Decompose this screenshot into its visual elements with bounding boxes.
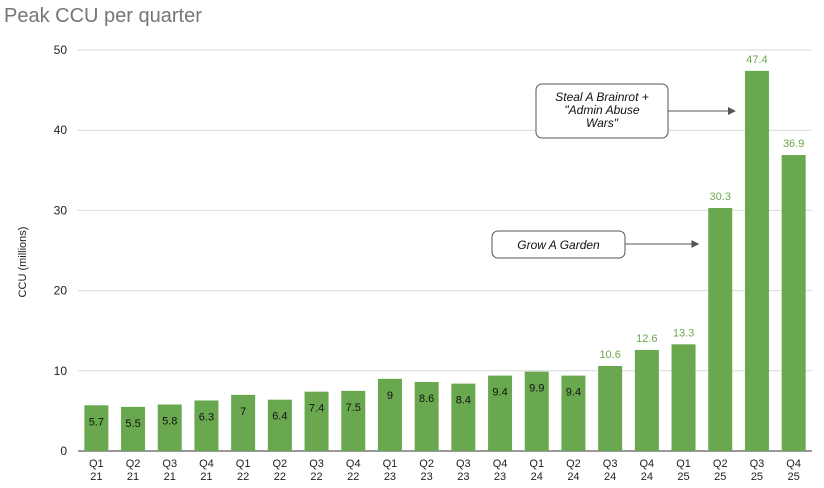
- bar: [194, 400, 219, 451]
- x-tick-label: Q2: [126, 458, 141, 470]
- x-tick-label: 24: [641, 471, 653, 483]
- data-label: 6.3: [199, 411, 214, 423]
- x-tick-label: 21: [164, 471, 176, 483]
- x-tick-label: 23: [457, 471, 469, 483]
- bar: [157, 404, 182, 451]
- bar: [84, 405, 109, 451]
- data-label: 30.3: [710, 191, 731, 203]
- bar: [231, 394, 256, 451]
- x-tick-label: 24: [531, 471, 543, 483]
- data-label: 36.9: [783, 138, 804, 150]
- x-tick-label: Q3: [309, 458, 324, 470]
- bar: [781, 155, 806, 451]
- data-label: 5.8: [162, 415, 177, 427]
- x-tick-label: Q3: [603, 458, 618, 470]
- x-tick-label: 23: [494, 471, 506, 483]
- x-tick-label: 25: [751, 471, 763, 483]
- x-tick-label: Q1: [383, 458, 398, 470]
- x-tick-label: 22: [347, 471, 359, 483]
- x-tick-label: 21: [200, 471, 212, 483]
- x-tick-label: 25: [788, 471, 800, 483]
- annotation-text: Grow A Garden: [517, 238, 600, 252]
- x-tick-label: Q3: [162, 458, 177, 470]
- x-tick-label: Q3: [750, 458, 765, 470]
- bar: [377, 378, 402, 451]
- x-tick-label: 23: [421, 471, 433, 483]
- x-tick-label: 22: [274, 471, 286, 483]
- x-tick-label: Q1: [529, 458, 544, 470]
- data-label: 5.5: [125, 418, 140, 430]
- x-tick-label: Q2: [419, 458, 434, 470]
- annotation-text: "Admin Abuse: [564, 103, 640, 117]
- y-tick-label: 10: [54, 364, 68, 378]
- data-label: 9.9: [529, 383, 544, 395]
- data-label: 7.4: [309, 403, 324, 415]
- data-label: 13.3: [673, 327, 694, 339]
- bar: [451, 383, 476, 451]
- y-tick-label: 30: [54, 203, 68, 217]
- x-tick-label: Q4: [493, 458, 508, 470]
- x-tick-label: 23: [384, 471, 396, 483]
- y-tick-label: 20: [54, 284, 68, 298]
- x-tick-label: Q3: [456, 458, 471, 470]
- x-tick-label: 24: [604, 471, 616, 483]
- x-tick-label: 21: [90, 471, 102, 483]
- bar: [304, 391, 329, 451]
- chart-title: Peak CCU per quarter: [4, 5, 202, 27]
- x-tick-label: Q4: [640, 458, 655, 470]
- y-tick-label: 50: [54, 43, 68, 57]
- x-tick-label: Q4: [786, 458, 801, 470]
- x-tick-label: 25: [677, 471, 689, 483]
- bar: [267, 399, 292, 451]
- x-tick-label: Q4: [346, 458, 361, 470]
- annotation-text: Steal A Brainrot +: [555, 90, 649, 104]
- bar: [708, 207, 733, 451]
- bar: [598, 365, 623, 451]
- data-label: 8.6: [419, 393, 434, 405]
- bar: [341, 390, 366, 451]
- x-tick-label: 22: [310, 471, 322, 483]
- bar: [488, 375, 513, 451]
- bar: [524, 371, 549, 451]
- data-label: 8.4: [456, 395, 471, 407]
- x-tick-label: 21: [127, 471, 139, 483]
- bar: [671, 344, 696, 451]
- data-label: 10.6: [599, 349, 620, 361]
- data-label: 12.6: [636, 333, 657, 345]
- bar: [561, 375, 586, 451]
- x-tick-label: Q1: [89, 458, 104, 470]
- x-tick-label: Q4: [199, 458, 214, 470]
- data-label: 5.7: [89, 416, 104, 428]
- data-label: 9.4: [492, 387, 507, 399]
- bar: [414, 382, 439, 451]
- data-label: 47.4: [746, 54, 767, 66]
- bar: [744, 70, 769, 452]
- x-tick-label: 25: [714, 471, 726, 483]
- annotation-text: Wars": [586, 116, 619, 130]
- y-tick-label: 0: [60, 444, 67, 458]
- data-label: 6.4: [272, 411, 287, 423]
- data-label: 9: [387, 390, 393, 402]
- x-tick-label: Q1: [676, 458, 691, 470]
- bar: [121, 406, 146, 451]
- x-tick-label: 22: [237, 471, 249, 483]
- data-label: 7: [240, 406, 246, 418]
- bar: [634, 349, 659, 451]
- data-label: 9.4: [566, 387, 581, 399]
- x-tick-label: 24: [567, 471, 579, 483]
- data-label: 7.5: [346, 402, 361, 414]
- x-tick-label: Q2: [566, 458, 581, 470]
- y-axis-label: CCU (millions): [17, 227, 29, 298]
- x-tick-label: Q1: [236, 458, 251, 470]
- x-tick-label: Q2: [273, 458, 288, 470]
- annotation: Grow A Garden: [491, 230, 700, 259]
- y-tick-label: 40: [54, 123, 68, 137]
- x-tick-label: Q2: [713, 458, 728, 470]
